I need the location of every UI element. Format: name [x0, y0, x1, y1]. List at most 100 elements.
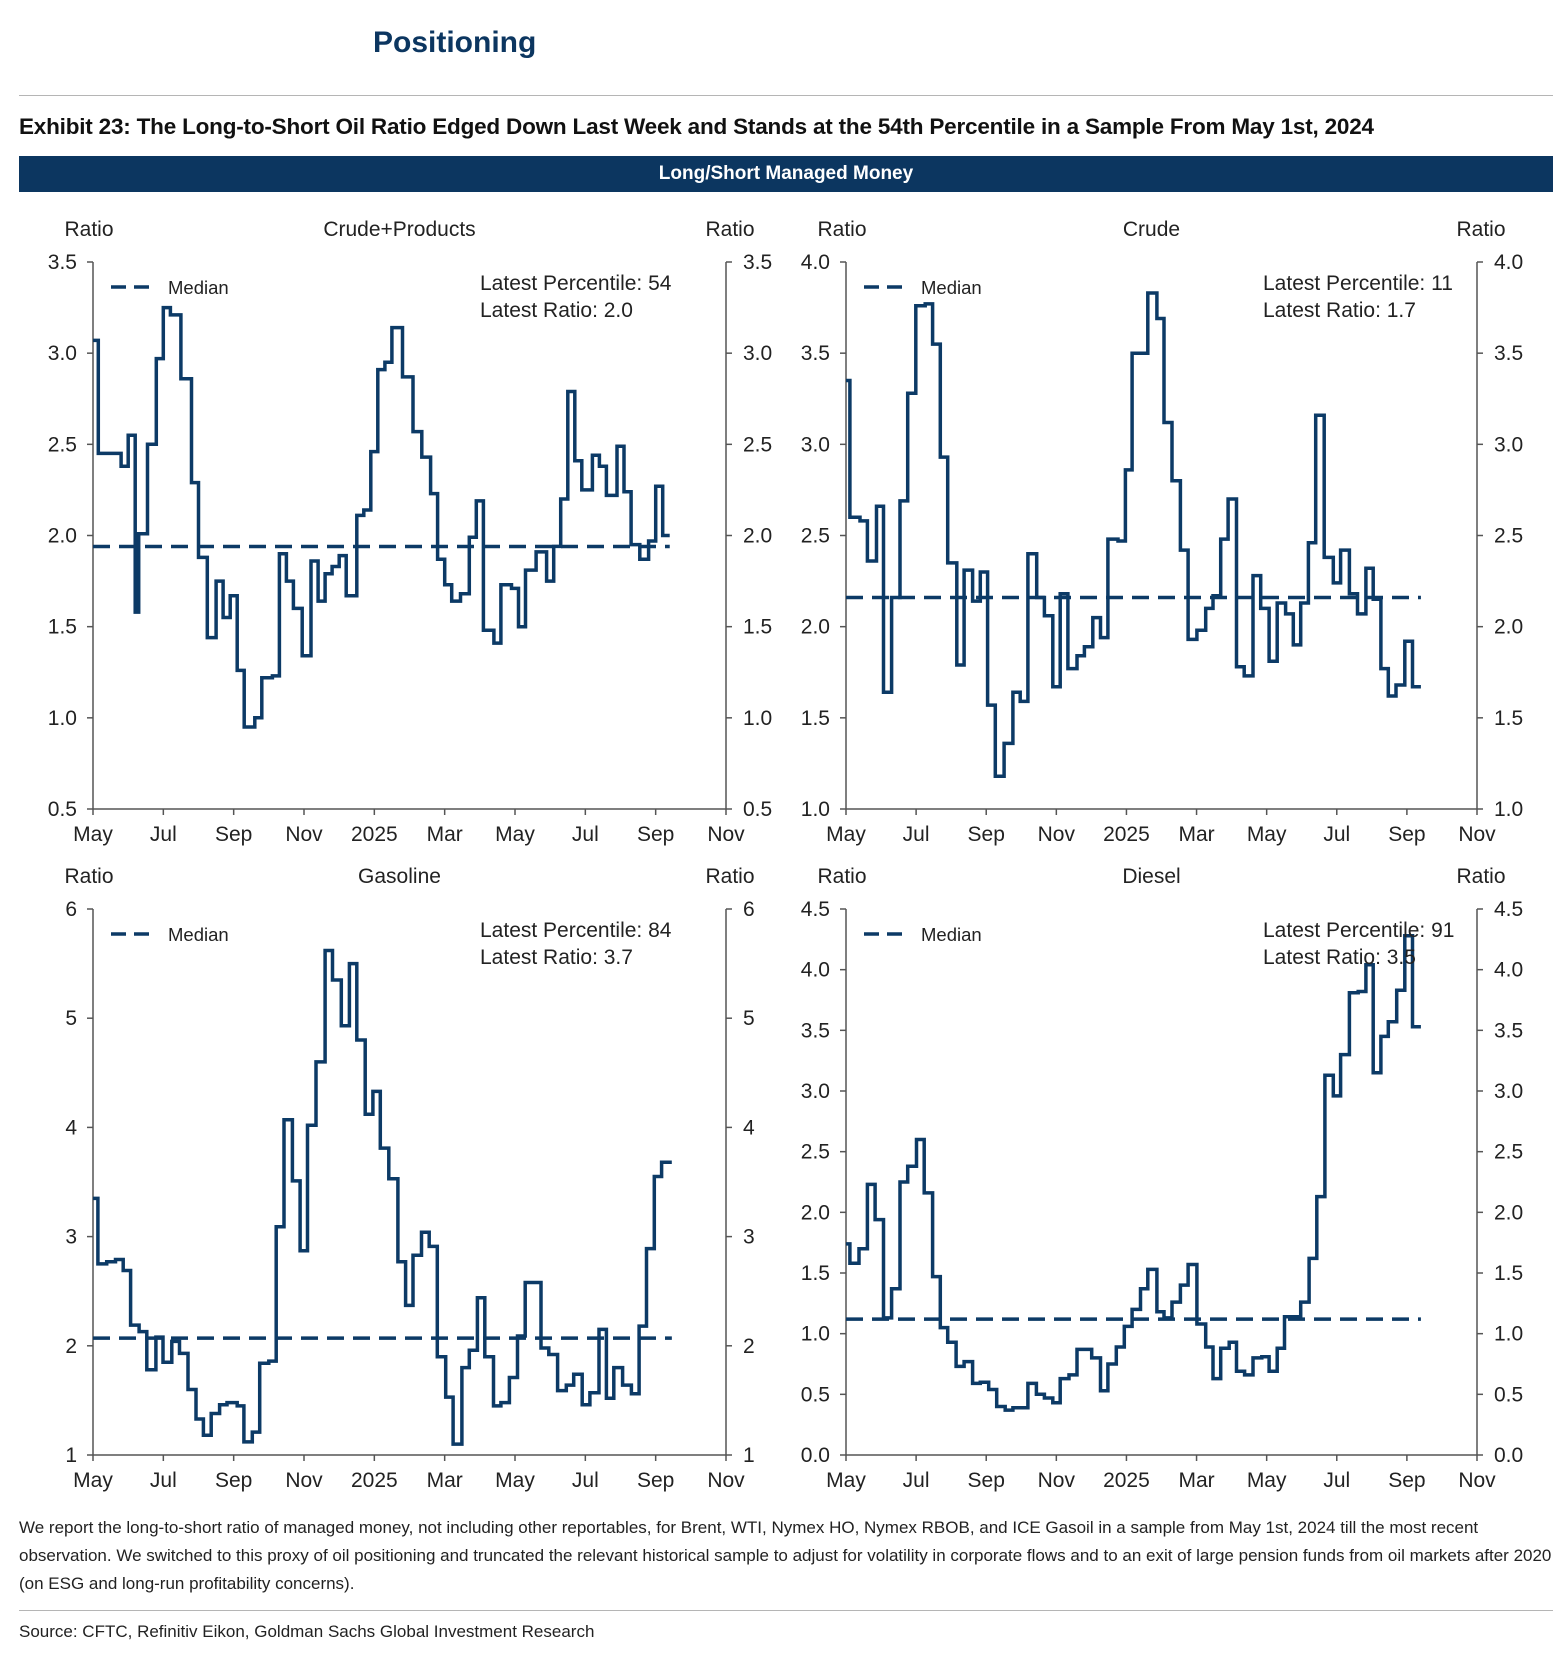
chart-panel-gasoline: Ratio Ratio Gasoline 1 1 2 2 3 3 4 4 5 5 6 6 May Jul Sep N… — [64, 865, 755, 1492]
latest-percentile-annotation: Latest Percentile: 84 — [480, 919, 672, 942]
x-tick-label: May — [495, 1469, 535, 1492]
y-tick-label-right: 3.0 — [1494, 433, 1523, 456]
ratio-series-line — [846, 291, 1421, 778]
y-tick-label-left: 2.0 — [48, 525, 77, 548]
x-tick-label: 2025 — [351, 1469, 398, 1492]
y-tick-label-right: 3.0 — [743, 342, 772, 365]
y-tick-label-right: 2.0 — [1494, 616, 1523, 639]
x-tick-label: Jul — [150, 823, 177, 846]
legend-median-label: Median — [921, 924, 982, 945]
y-tick-label-right: 2 — [743, 1335, 755, 1358]
y-tick-label-left: 1.0 — [801, 1323, 830, 1346]
y-tick-label-left: 2.5 — [48, 433, 77, 456]
x-tick-label: Sep — [215, 1469, 252, 1492]
y-tick-label-right: 1.5 — [1494, 1262, 1523, 1285]
legend-median-label: Median — [168, 277, 229, 298]
x-tick-label: May — [73, 823, 113, 846]
y-tick-label-left: 1.0 — [48, 707, 77, 730]
y-tick-label-left: 2.0 — [801, 616, 830, 639]
x-tick-label: Mar — [1178, 1469, 1214, 1492]
divider — [19, 1610, 1553, 1611]
y-tick-label-right: 3.0 — [1494, 1080, 1523, 1103]
x-tick-label: Jul — [903, 823, 930, 846]
x-tick-label: Nov — [707, 823, 745, 846]
right-axis-label: Ratio — [705, 865, 754, 888]
latest-ratio-annotation: Latest Ratio: 3.7 — [480, 946, 633, 969]
latest-percentile-annotation: Latest Percentile: 11 — [1263, 272, 1453, 295]
x-tick-label: May — [1247, 1469, 1287, 1492]
chart-title: Diesel — [1122, 865, 1180, 888]
x-tick-label: Nov — [1038, 823, 1076, 846]
y-tick-label-left: 5 — [65, 1007, 77, 1030]
left-axis-label: Ratio — [817, 865, 866, 888]
left-axis-label: Ratio — [64, 218, 113, 241]
y-tick-label-left: 4.0 — [801, 251, 830, 274]
y-tick-label-right: 1.0 — [1494, 1323, 1523, 1346]
left-axis-label: Ratio — [64, 865, 113, 888]
y-tick-label-right: 3.5 — [1494, 1019, 1523, 1042]
x-tick-label: Sep — [1388, 1469, 1425, 1492]
y-tick-label-left: 1.5 — [801, 707, 830, 730]
y-tick-label-left: 0.5 — [48, 798, 77, 821]
y-tick-label-left: 3.5 — [801, 342, 830, 365]
y-tick-label-right: 3 — [743, 1226, 755, 1249]
x-tick-label: Sep — [637, 1469, 674, 1492]
y-tick-label-left: 3.0 — [801, 433, 830, 456]
x-tick-label: Nov — [1458, 823, 1496, 846]
x-tick-label: 2025 — [351, 823, 398, 846]
y-tick-label-left: 2.5 — [801, 1141, 830, 1164]
y-tick-label-left: 4 — [65, 1116, 77, 1139]
x-tick-label: Mar — [1178, 823, 1214, 846]
y-tick-label-right: 2.5 — [743, 433, 772, 456]
y-tick-label-left: 0.0 — [801, 1444, 830, 1467]
y-tick-label-right: 0.5 — [743, 798, 772, 821]
footnote: We report the long-to-short ratio of man… — [19, 1518, 1552, 1593]
y-tick-label-left: 3.5 — [48, 251, 77, 274]
y-tick-label-right: 2.5 — [1494, 525, 1523, 548]
ratio-series-line — [93, 305, 670, 729]
x-tick-label: Sep — [215, 823, 252, 846]
x-tick-label: Jul — [1323, 823, 1350, 846]
chart-title: Crude — [1123, 218, 1180, 241]
legend-median-label: Median — [168, 924, 229, 945]
y-tick-label-left: 2.5 — [801, 525, 830, 548]
exhibit-title: Exhibit 23: The Long-to-Short Oil Ratio … — [19, 114, 1374, 139]
y-tick-label-right: 1.0 — [743, 707, 772, 730]
x-tick-label: Jul — [1323, 1469, 1350, 1492]
x-tick-label: Mar — [427, 1469, 463, 1492]
right-axis-label: Ratio — [1456, 218, 1505, 241]
x-tick-label: Sep — [1388, 823, 1425, 846]
x-tick-label: May — [826, 823, 866, 846]
y-tick-label-left: 6 — [65, 898, 77, 921]
y-tick-label-right: 1.5 — [743, 616, 772, 639]
x-tick-label: 2025 — [1103, 1469, 1150, 1492]
latest-ratio-annotation: Latest Ratio: 2.0 — [480, 299, 633, 322]
x-tick-label: Nov — [285, 823, 323, 846]
chart-panel-crude-products: Ratio Ratio Crude+Products 0.5 0.5 1.0 1.0 1.5 1… — [48, 218, 772, 846]
x-tick-label: Sep — [637, 823, 674, 846]
y-tick-label-right: 6 — [743, 898, 755, 921]
y-tick-label-right: 3.5 — [1494, 342, 1523, 365]
y-tick-label-right: 2.0 — [1494, 1201, 1523, 1224]
chart-group-banner: Long/Short Managed Money — [19, 156, 1553, 192]
latest-percentile-annotation: Latest Percentile: 91 — [1263, 919, 1454, 942]
chart-title: Crude+Products — [323, 218, 475, 241]
chart-panel-crude: Ratio Ratio Crude 1.0 1.0 1.5 1.5 2.0 2.0 2.5 2.5 3… — [801, 218, 1523, 846]
right-axis-label: Ratio — [705, 218, 754, 241]
y-tick-label-left: 2 — [65, 1335, 77, 1358]
left-axis-label: Ratio — [817, 218, 866, 241]
source-note: Source: CFTC, Refinitiv Eikon, Goldman S… — [19, 1622, 595, 1641]
y-tick-label-right: 4.0 — [1494, 959, 1523, 982]
y-tick-label-right: 4.5 — [1494, 898, 1523, 921]
section-title: Positioning — [373, 26, 537, 59]
y-tick-label-right: 5 — [743, 1007, 755, 1030]
y-tick-label-left: 4.5 — [801, 898, 830, 921]
y-tick-label-right: 2.5 — [1494, 1141, 1523, 1164]
x-tick-label: Mar — [427, 823, 463, 846]
x-tick-label: Nov — [1038, 1469, 1076, 1492]
y-tick-label-right: 1.0 — [1494, 798, 1523, 821]
x-tick-label: Jul — [572, 823, 599, 846]
ratio-series-line — [846, 933, 1421, 1412]
ratio-series-line — [93, 948, 672, 1446]
